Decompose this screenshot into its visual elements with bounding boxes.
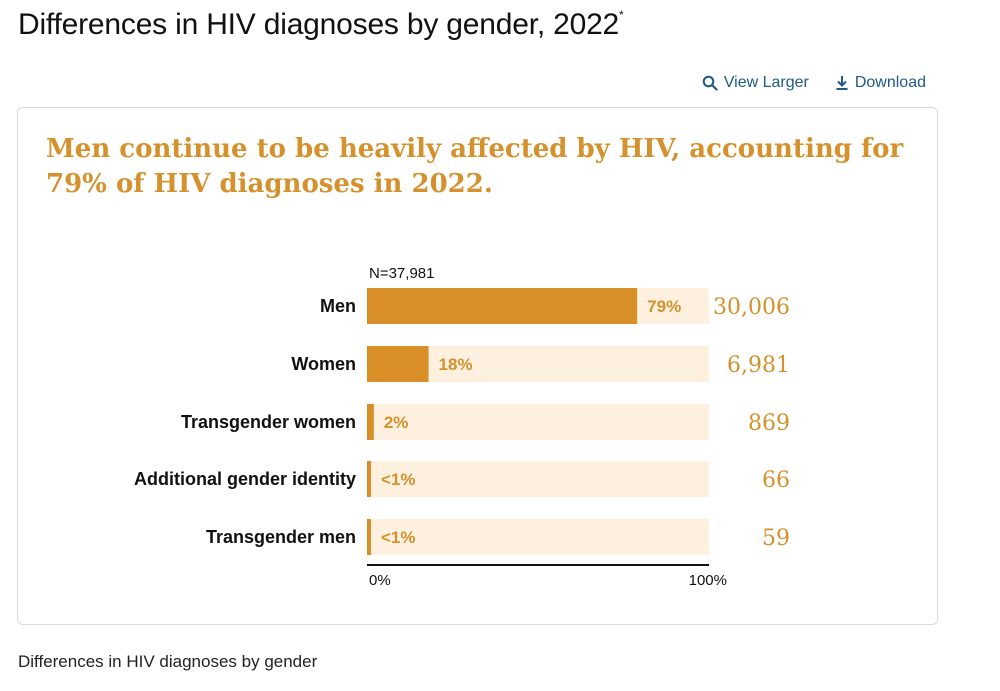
n-label: N=37,981 <box>369 265 434 282</box>
download-label: Download <box>854 74 926 91</box>
chart-headline: Men continue to be heavily affected by H… <box>46 134 904 199</box>
percent-label: 79% <box>647 297 681 316</box>
category-label: Additional gender identity <box>134 469 356 489</box>
bar-chart: N=37,981 Men 79% 30,006 Women 18% 6,981 Transge… <box>134 265 790 589</box>
category-label: Transgender women <box>181 412 356 432</box>
count-label: 66 <box>762 468 790 493</box>
view-larger-label: View Larger <box>723 74 809 91</box>
download-icon <box>836 76 848 90</box>
percent-label: 18% <box>439 355 473 374</box>
bar <box>367 346 429 382</box>
bar-track <box>367 519 709 555</box>
download-link[interactable]: Download <box>835 74 926 92</box>
count-label: 6,981 <box>727 353 790 378</box>
view-larger-link[interactable]: View Larger <box>702 74 809 92</box>
count-label: 30,006 <box>713 295 790 320</box>
search-icon <box>702 75 718 91</box>
category-label: Women <box>291 354 356 374</box>
figure-caption: Differences in HIV diagnoses by gender <box>18 652 318 671</box>
bar-track <box>367 404 709 440</box>
chart-toolbar: View Larger Download <box>702 74 926 92</box>
percent-label: <1% <box>381 470 416 489</box>
chart-card: Men continue to be heavily affected by H… <box>17 107 938 625</box>
bar <box>367 519 371 555</box>
x-tick-label: 100% <box>689 572 727 589</box>
count-label: 869 <box>748 411 790 436</box>
bar <box>367 404 374 440</box>
bar-track <box>367 461 709 497</box>
bar <box>367 288 638 324</box>
x-tick-label: 0% <box>369 572 391 589</box>
percent-label: <1% <box>381 528 416 547</box>
percent-label: 2% <box>384 413 409 432</box>
page-title: Differences in HIV diagnoses by gender, … <box>18 8 624 41</box>
category-label: Transgender men <box>206 527 356 547</box>
title-footnote-marker: * <box>619 8 624 22</box>
bar <box>367 461 371 497</box>
count-label: 59 <box>762 526 790 551</box>
category-label: Men <box>320 296 356 316</box>
